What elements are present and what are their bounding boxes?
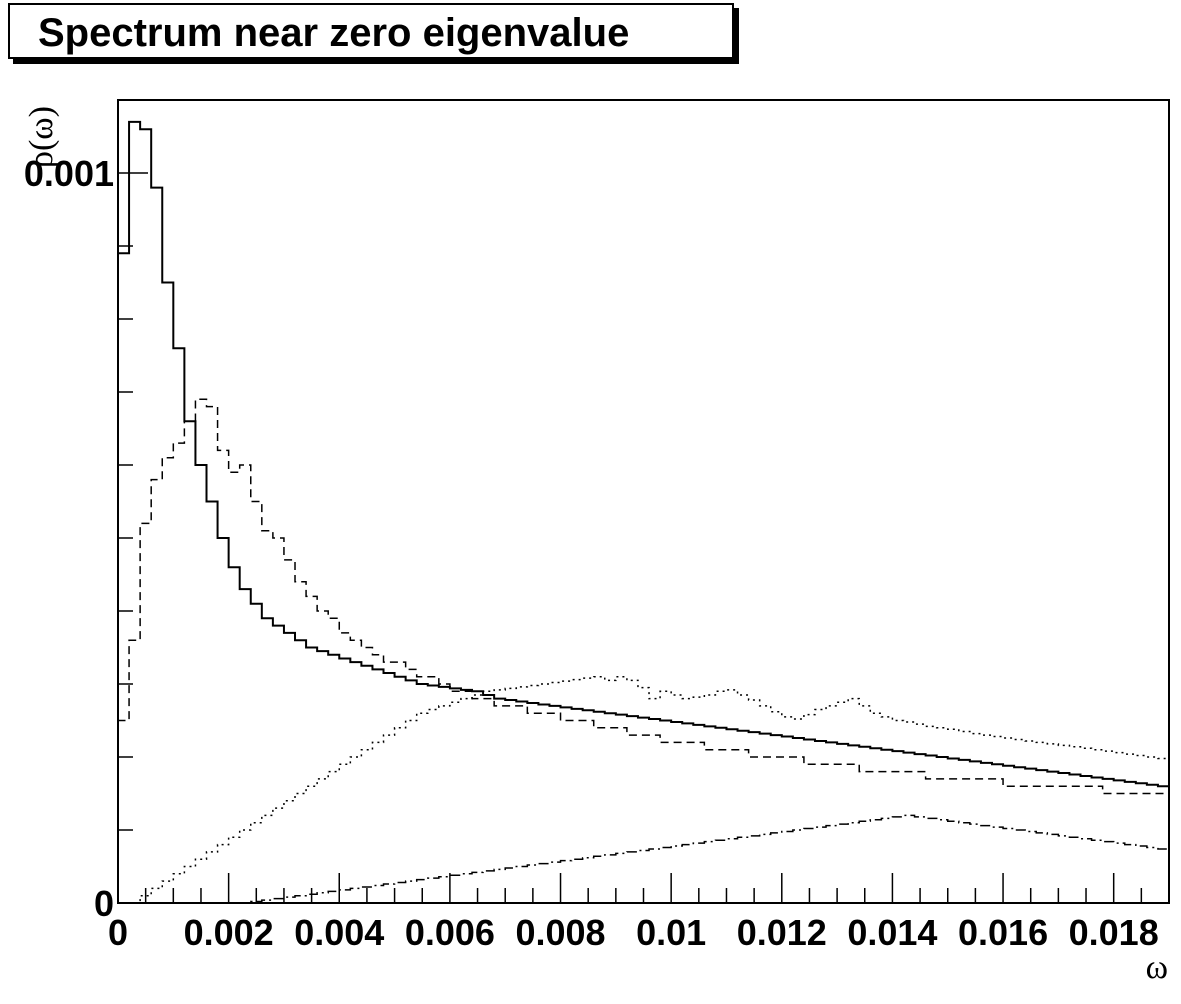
x-tick-label: 0.012 <box>737 912 827 953</box>
x-tick-label: 0.016 <box>958 912 1048 953</box>
x-tick-label: 0.006 <box>405 912 495 953</box>
y-tick-label: 0 <box>94 883 114 924</box>
x-tick-label: 0.004 <box>294 912 384 953</box>
x-tick-label: 0.002 <box>184 912 274 953</box>
x-axis-tick-labels: 0 0.002 0.004 0.006 0.008 0.01 0.012 0.014 0.016… <box>108 912 1159 953</box>
histogram-series-2 <box>117 398 1169 903</box>
chart-title: Spectrum near zero eigenvalue <box>38 11 630 55</box>
x-tick-label: 0.018 <box>1069 912 1159 953</box>
y-axis-tick-labels: 0 0.001 <box>24 153 114 924</box>
y-axis-ticks <box>118 99 148 904</box>
histogram-series-4 <box>118 814 1169 904</box>
histogram-series-group <box>117 120 1169 904</box>
x-axis-ticks <box>117 873 1170 903</box>
y-tick-label: 0.001 <box>24 153 114 194</box>
x-axis-title: ω <box>1146 949 1168 986</box>
x-tick-label: 0.008 <box>515 912 605 953</box>
x-tick-label: 0.01 <box>636 912 706 953</box>
x-tick-label: 0 <box>108 912 128 953</box>
x-tick-label: 0.014 <box>847 912 937 953</box>
histogram-series-3 <box>118 675 1169 904</box>
y-axis-title: ρ(ω) <box>23 106 60 168</box>
plot-frame <box>117 99 1170 904</box>
chart-title-box: Spectrum near zero eigenvalue <box>8 3 734 59</box>
histogram-series-1 <box>117 120 1169 903</box>
